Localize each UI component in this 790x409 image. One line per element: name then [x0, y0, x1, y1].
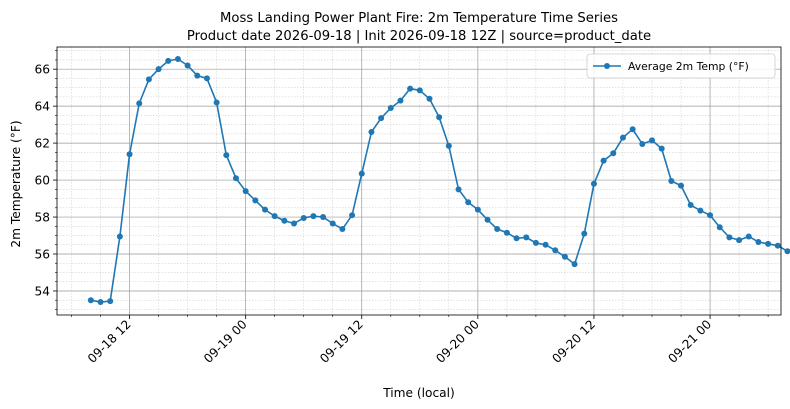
data-point [552, 247, 559, 254]
data-point [687, 202, 694, 209]
x-tick-label: 09-20 00 [433, 317, 482, 366]
data-point [320, 214, 327, 221]
data-point [532, 239, 539, 246]
data-point [513, 235, 520, 242]
data-point [416, 87, 423, 94]
x-tick-label: 09-20 12 [549, 317, 598, 366]
data-point [174, 56, 181, 63]
data-point [716, 224, 723, 231]
data-point [774, 242, 781, 249]
data-point [378, 115, 385, 122]
data-point [503, 229, 510, 236]
data-point [581, 230, 588, 237]
legend-label: Average 2m Temp (°F) [628, 60, 749, 73]
data-point [145, 76, 152, 83]
data-point [281, 217, 288, 224]
x-tick-label: 09-19 00 [201, 317, 250, 366]
data-point [736, 237, 743, 244]
data-point [571, 261, 578, 268]
x-tick-label: 09-18 12 [85, 317, 134, 366]
y-tick-label: 66 [34, 62, 50, 76]
data-point [494, 226, 501, 233]
data-point [755, 238, 762, 245]
data-point [407, 85, 414, 92]
data-point [668, 178, 675, 184]
y-tick-label: 58 [34, 210, 50, 224]
data-point [436, 114, 443, 121]
data-point [397, 97, 404, 104]
data-point [349, 212, 356, 219]
data-point [300, 214, 307, 221]
data-point [484, 216, 491, 223]
data-point [745, 233, 752, 240]
data-point [726, 234, 733, 241]
data-point [116, 233, 123, 240]
data-point [107, 298, 114, 305]
y-tick-label: 62 [34, 136, 50, 150]
data-point [368, 129, 375, 136]
data-point [474, 206, 481, 213]
y-axis-label: 2m Temperature (°F) [9, 120, 23, 247]
data-point [658, 145, 665, 152]
data-point [784, 248, 790, 255]
data-point [252, 197, 259, 204]
legend-box [586, 53, 776, 79]
data-point [126, 151, 133, 158]
data-point [765, 240, 772, 247]
legend-marker-swatch [604, 63, 610, 69]
data-point [561, 253, 568, 260]
y-tick-label: 56 [34, 247, 50, 261]
data-point [387, 104, 394, 111]
data-point [87, 297, 94, 304]
data-point [697, 207, 704, 214]
data-point [465, 199, 472, 206]
data-point [629, 126, 636, 133]
x-tick-label: 09-19 12 [317, 317, 366, 366]
series-line [90, 58, 788, 303]
data-point [358, 170, 365, 177]
data-point [590, 180, 597, 187]
data-point [542, 241, 549, 248]
data-point [203, 75, 210, 82]
data-point [155, 66, 162, 73]
data-point [291, 220, 298, 227]
data-point [639, 141, 646, 148]
data-point [213, 99, 220, 106]
data-point [426, 95, 433, 102]
data-point [242, 188, 249, 195]
data-point [600, 157, 607, 164]
data-point [523, 234, 530, 241]
data-point [339, 226, 346, 233]
data-point [707, 212, 714, 219]
x-axis-label: Time (local) [382, 386, 455, 400]
data-point [97, 299, 104, 306]
data-series [87, 56, 790, 306]
data-point [271, 213, 278, 220]
data-point [610, 150, 617, 157]
legend: Average 2m Temp (°F) [586, 53, 776, 79]
data-point [649, 137, 655, 144]
data-point [310, 213, 317, 220]
data-point [165, 57, 172, 64]
y-tick-label: 60 [34, 173, 50, 187]
data-point [678, 182, 685, 189]
data-point [136, 100, 143, 107]
plot-frame [56, 46, 782, 316]
data-point [232, 175, 239, 182]
data-point [329, 220, 336, 227]
x-tick-label: 09-21 00 [666, 317, 715, 366]
y-tick-label: 54 [34, 284, 50, 298]
chart-title: Moss Landing Power Plant Fire: 2m Temper… [220, 11, 618, 26]
chart-subtitle: Product date 2026-09-18 | Init 2026-09-1… [187, 29, 651, 44]
data-point [262, 206, 269, 213]
data-point [194, 72, 201, 79]
data-point [455, 186, 462, 193]
data-point [619, 134, 626, 141]
data-point [445, 142, 452, 149]
data-point [184, 62, 191, 69]
y-tick-label: 64 [34, 99, 50, 113]
data-point [223, 152, 230, 159]
